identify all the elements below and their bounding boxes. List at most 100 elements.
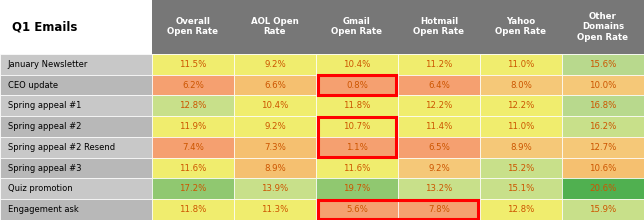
Bar [234,75,316,95]
Text: 7.4%: 7.4% [182,143,204,152]
Bar [152,54,234,75]
Bar [562,158,644,178]
Text: Hotmail
Open Rate: Hotmail Open Rate [413,17,464,37]
Text: 6.2%: 6.2% [182,81,204,90]
Text: Other
Domains
Open Rate: Other Domains Open Rate [578,12,629,42]
Bar [152,178,234,199]
Text: 11.9%: 11.9% [180,122,207,131]
Bar [318,117,396,157]
Bar [152,158,234,178]
Bar [562,54,644,75]
Text: 10.7%: 10.7% [343,122,371,131]
Text: Spring appeal #2: Spring appeal #2 [8,122,81,131]
Bar [316,137,398,158]
Text: 9.2%: 9.2% [428,164,450,173]
Text: 11.3%: 11.3% [261,205,289,214]
Bar [562,116,644,137]
Bar [480,75,562,95]
Text: 17.2%: 17.2% [179,184,207,193]
Text: 19.7%: 19.7% [343,184,370,193]
Text: 12.7%: 12.7% [589,143,617,152]
Bar [562,199,644,220]
Bar [316,54,398,75]
Text: 1.1%: 1.1% [346,143,368,152]
Bar [562,137,644,158]
Text: 12.2%: 12.2% [425,101,453,110]
Text: 10.0%: 10.0% [589,81,617,90]
Text: 15.2%: 15.2% [507,164,535,173]
Bar [152,75,234,95]
Text: 6.6%: 6.6% [264,81,286,90]
Bar [562,178,644,199]
Text: AOL Open
Rate: AOL Open Rate [251,17,299,37]
Bar [0,116,152,137]
Text: 5.6%: 5.6% [346,205,368,214]
Text: 10.4%: 10.4% [261,101,289,110]
Text: 15.1%: 15.1% [507,184,535,193]
Bar [0,199,152,220]
Bar [0,137,152,158]
Bar [398,116,480,137]
Bar [398,54,480,75]
Text: 13.9%: 13.9% [261,184,289,193]
Bar [398,199,480,220]
Bar [480,199,562,220]
Bar [234,158,316,178]
Text: Gmail
Open Rate: Gmail Open Rate [332,17,383,37]
Text: 12.8%: 12.8% [179,101,207,110]
Bar [398,178,480,199]
Bar [398,95,480,116]
Bar [234,137,316,158]
Text: 11.2%: 11.2% [425,60,453,69]
Bar [316,199,398,220]
Bar [152,137,234,158]
Text: 20.6%: 20.6% [589,184,617,193]
Bar [318,200,478,219]
Text: Yahoo
Open Rate: Yahoo Open Rate [495,17,547,37]
Text: Engagement ask: Engagement ask [8,205,79,214]
Bar [318,75,396,95]
Text: Spring appeal #1: Spring appeal #1 [8,101,81,110]
Text: 10.4%: 10.4% [343,60,371,69]
Text: 11.0%: 11.0% [507,122,535,131]
Bar [398,158,480,178]
Text: 11.8%: 11.8% [343,101,371,110]
Bar [234,116,316,137]
Bar [398,137,480,158]
Text: 11.4%: 11.4% [425,122,453,131]
Bar [0,158,152,178]
Bar [316,178,398,199]
Text: 0.8%: 0.8% [346,81,368,90]
Text: 13.2%: 13.2% [425,184,453,193]
Text: Q1 Emails: Q1 Emails [12,20,77,33]
Bar [398,75,480,95]
Text: 12.8%: 12.8% [507,205,535,214]
Text: 16.2%: 16.2% [589,122,617,131]
Text: 7.8%: 7.8% [428,205,450,214]
Bar [480,54,562,75]
Text: Overall
Open Rate: Overall Open Rate [167,17,218,37]
Bar [0,178,152,199]
Text: 11.5%: 11.5% [179,60,207,69]
Text: 12.2%: 12.2% [507,101,535,110]
Text: Spring appeal #3: Spring appeal #3 [8,164,81,173]
Text: 8.9%: 8.9% [264,164,286,173]
Bar [562,95,644,116]
Bar [152,199,234,220]
Bar [480,95,562,116]
Text: CEO update: CEO update [8,81,58,90]
Text: January Newsletter: January Newsletter [8,60,88,69]
Text: 16.8%: 16.8% [589,101,617,110]
Text: Quiz promotion: Quiz promotion [8,184,72,193]
Bar [0,0,152,54]
Bar [234,199,316,220]
Bar [480,178,562,199]
Bar [234,54,316,75]
Bar [562,75,644,95]
Text: Spring appeal #2 Resend: Spring appeal #2 Resend [8,143,115,152]
Text: 6.5%: 6.5% [428,143,450,152]
Bar [316,116,398,137]
Bar [316,75,398,95]
Text: 15.9%: 15.9% [589,205,616,214]
Text: 8.9%: 8.9% [510,143,532,152]
